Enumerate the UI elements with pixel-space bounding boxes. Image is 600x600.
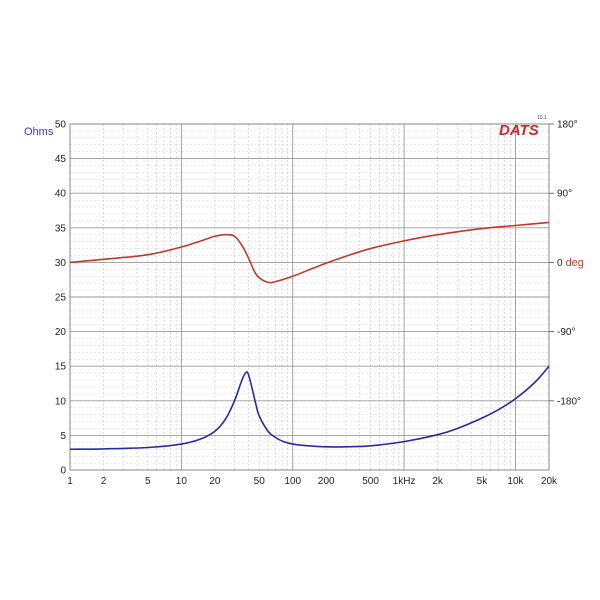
- x-tick-label: 50: [254, 476, 266, 487]
- y2-tick-label: -180°: [557, 396, 581, 407]
- y-axis-title: Ohms: [24, 126, 54, 138]
- x-tick-label: 2: [101, 476, 107, 487]
- y-tick-label: 35: [55, 223, 67, 234]
- y2-tick-label: 90°: [557, 189, 572, 200]
- y-tick-label: 20: [55, 327, 67, 338]
- x-tick-label: 20: [209, 476, 221, 487]
- impedance-curve: [69, 365, 550, 451]
- y2-tick-label: 180°: [557, 120, 578, 131]
- y-tick-label: 0: [60, 466, 66, 477]
- logo-dats: DATS: [499, 122, 539, 139]
- y-tick-label: 45: [55, 154, 67, 165]
- x-tick-label: 1: [67, 476, 73, 487]
- x-tick-label: 5: [145, 476, 151, 487]
- y-tick-label: 25: [55, 293, 67, 304]
- x-tick-label: 10k: [507, 476, 524, 487]
- y2-tick-label: 0 deg: [557, 257, 584, 269]
- series-layer: [69, 221, 550, 451]
- logo-version: 10.1: [537, 115, 547, 121]
- y-tick-label: 40: [55, 189, 67, 200]
- plot-frame: [69, 123, 550, 471]
- y-tick-labels: 0 5 10 15 20 25 30 35 40 45 50: [55, 120, 67, 477]
- x-tick-label: 200: [318, 476, 335, 487]
- y2-axis-title: deg: [566, 257, 584, 269]
- x-tick-label: 500: [362, 476, 379, 487]
- y2-tick-labels: 180° 90° 0 deg -90° -180°: [549, 120, 584, 407]
- x-tick-label: 100: [284, 476, 301, 487]
- x-tick-label: 10: [176, 476, 188, 487]
- x-tick-label: 5k: [477, 476, 489, 487]
- x-tick-labels: 1 2 5 10 20 50 100 200 500 1kHz 2k 5k 10k 20k: [67, 476, 558, 487]
- phase-curve: [69, 221, 550, 284]
- y-tick-label: 5: [60, 431, 66, 442]
- x-tick-label: 1kHz: [393, 476, 416, 487]
- x-tick-label: 20k: [541, 476, 558, 487]
- y2-tick-label: -90°: [557, 327, 575, 338]
- y-tick-label: 30: [55, 258, 67, 269]
- x-tick-label: 2k: [432, 476, 444, 487]
- y-tick-label: 10: [55, 396, 67, 407]
- y-tick-label: 50: [55, 120, 67, 131]
- y-tick-label: 15: [55, 362, 67, 373]
